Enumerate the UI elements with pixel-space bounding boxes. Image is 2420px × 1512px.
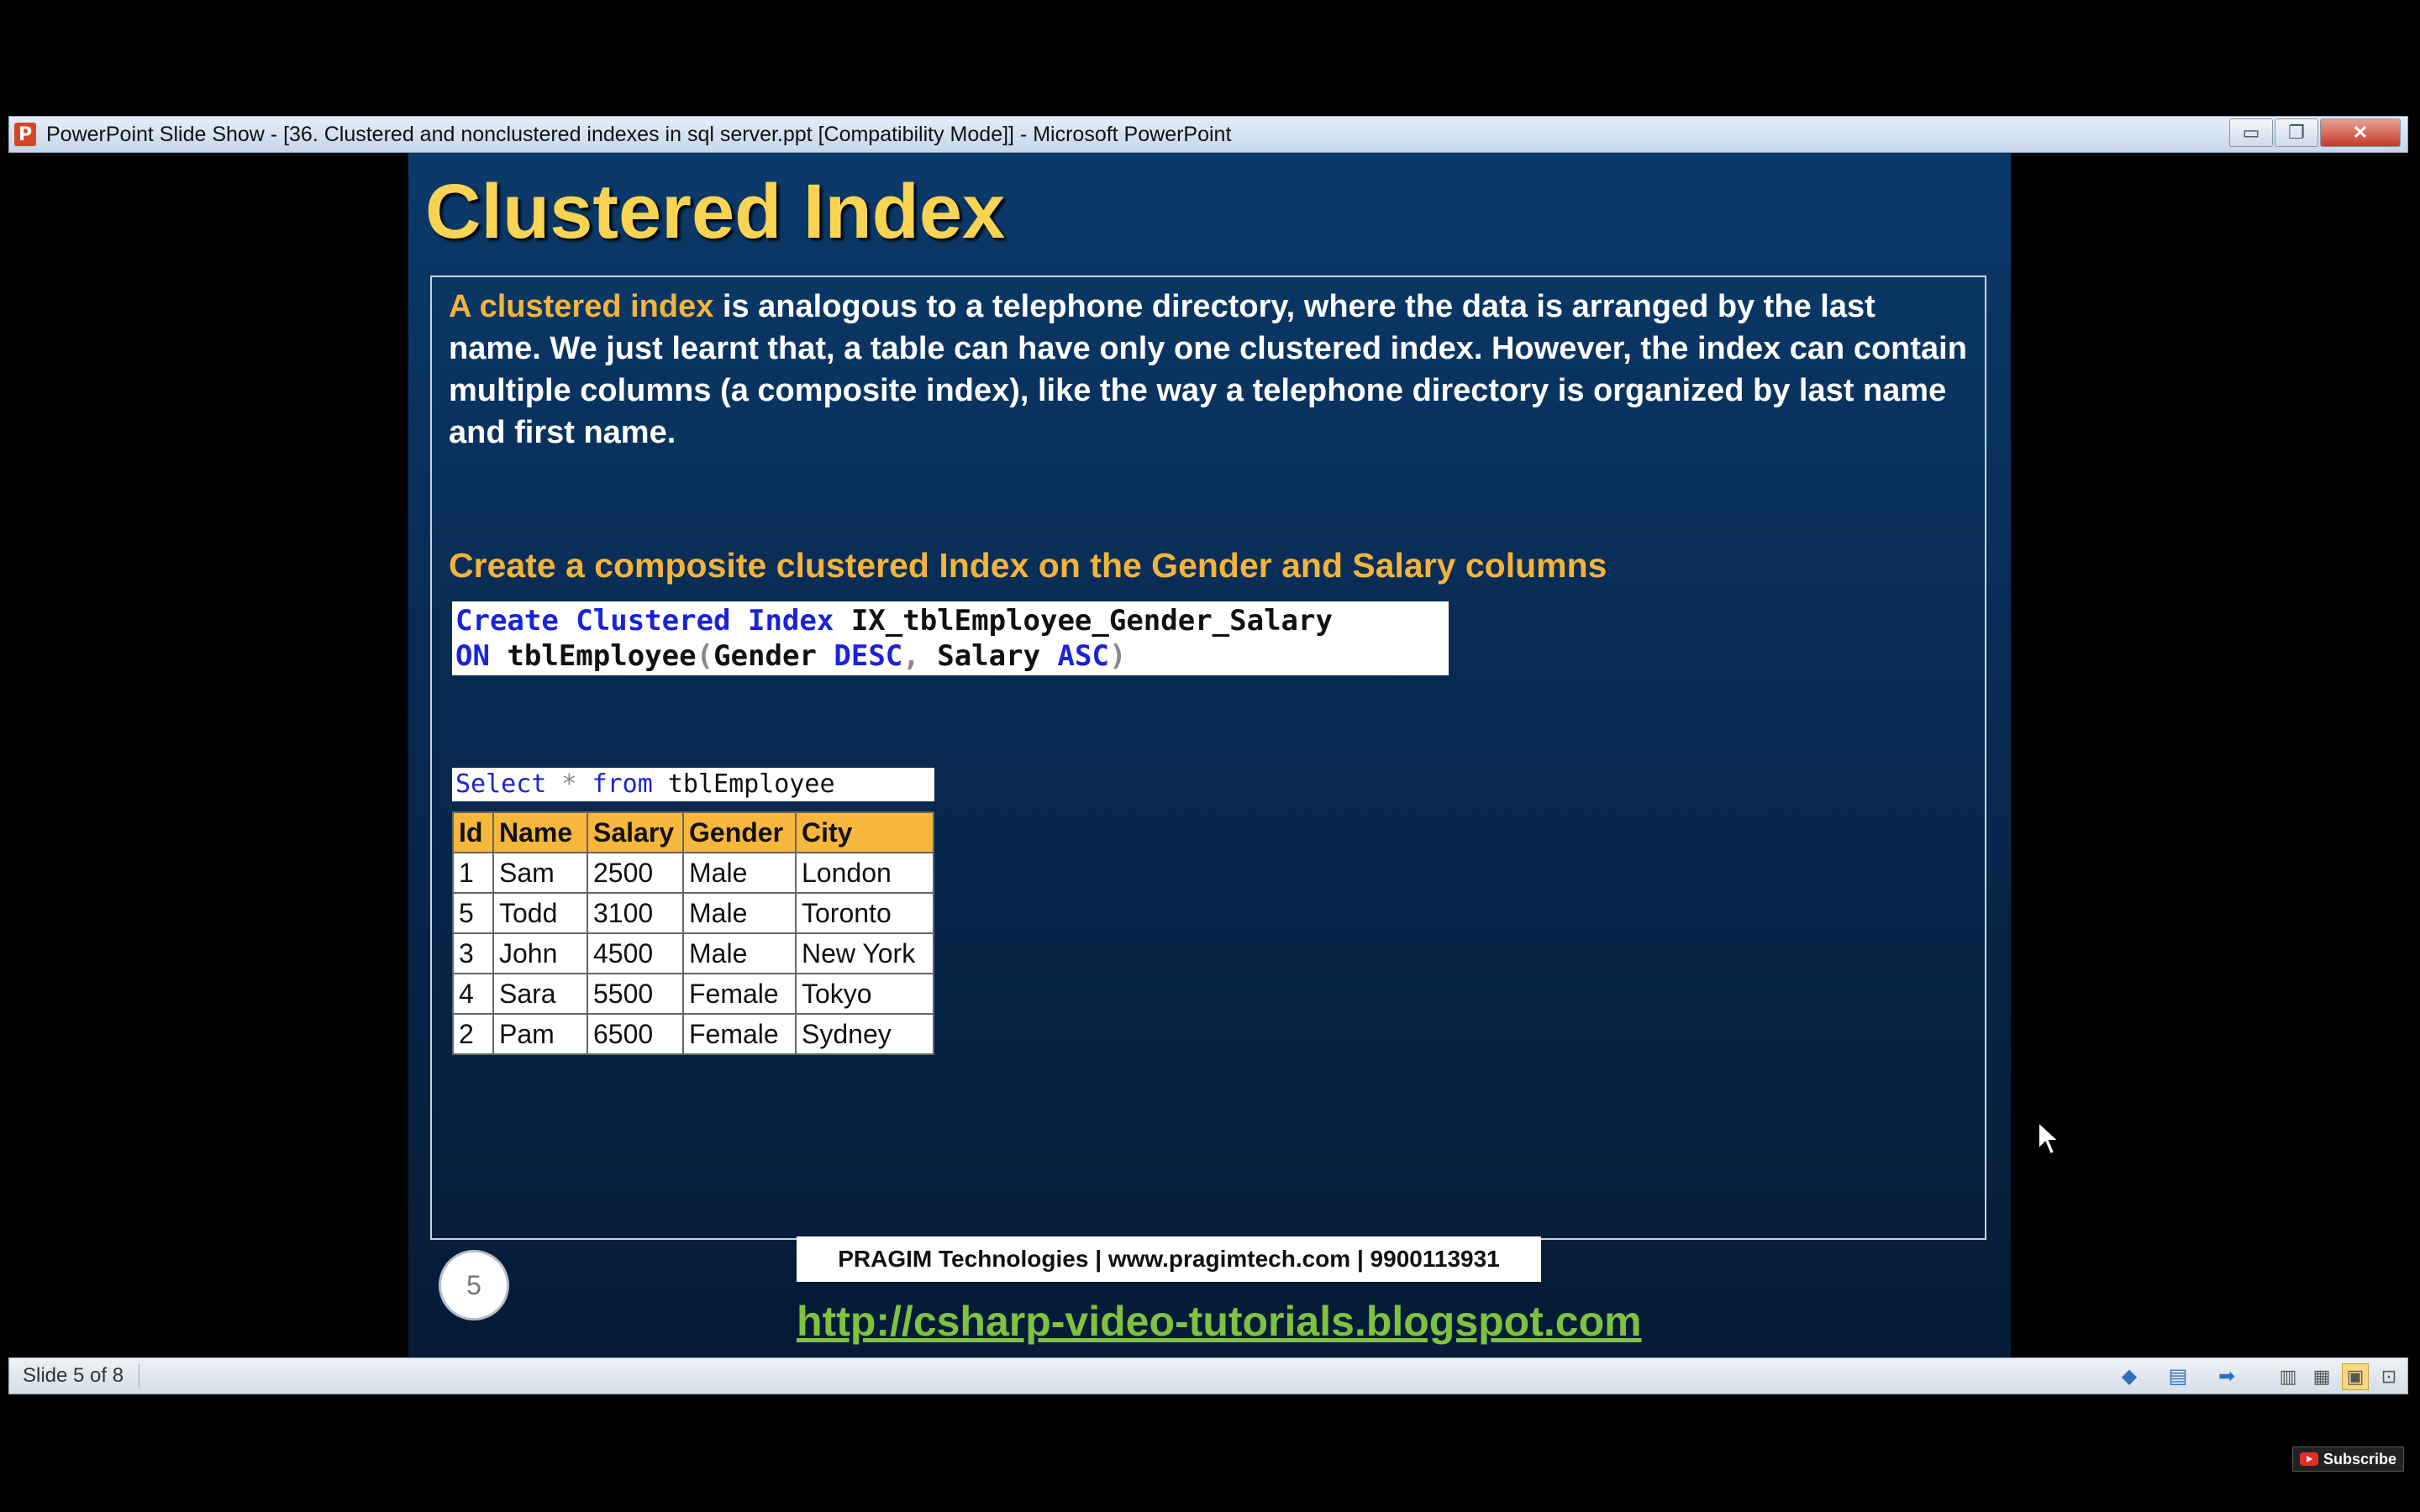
column-header: Gender xyxy=(682,811,797,853)
sql-keyword: from xyxy=(592,769,653,799)
table-cell: Female xyxy=(682,973,797,1015)
table-cell: Male xyxy=(682,852,797,894)
slide-canvas[interactable]: Clustered Index A clustered index is ana… xyxy=(408,153,2011,1357)
intro-paragraph: A clustered index is analogous to a tele… xyxy=(449,286,1971,454)
slide-show-view-icon[interactable]: ⊡ xyxy=(2381,1366,2397,1387)
blog-link[interactable]: http://csharp-video-tutorials.blogspot.c… xyxy=(797,1298,1642,1345)
table-cell: Toronto xyxy=(795,892,934,934)
table-header-row: Id Name Salary Gender City xyxy=(452,811,934,853)
status-bar: Slide 5 of 8 ◆ ▤ ➡ ▥ ▦ ▣ ⊡ xyxy=(8,1357,2408,1394)
sql-column: Salary xyxy=(919,639,1058,673)
table-cell: Sydney xyxy=(795,1013,934,1055)
slide-title: Clustered Index xyxy=(425,169,1006,255)
column-header: Salary xyxy=(587,811,684,853)
next-slide-icon[interactable]: ➡ xyxy=(2217,1364,2236,1388)
table-cell: 4 xyxy=(452,973,494,1015)
restore-button[interactable]: ❐ xyxy=(2275,118,2318,147)
table-cell: 5500 xyxy=(587,973,684,1015)
table-cell: New York xyxy=(795,932,934,974)
previous-slide-icon[interactable]: ◆ xyxy=(2121,1364,2138,1388)
sql-index-name: IX_tblEmployee_Gender_Salary xyxy=(834,604,1333,638)
view-buttons: ▥ ▦ ▣ ⊡ xyxy=(2275,1363,2402,1390)
table-row: 2 Pam 6500 Female Sydney xyxy=(452,1013,934,1055)
reading-view-icon[interactable]: ▣ xyxy=(2342,1363,2369,1390)
table-row: 5 Todd 3100 Male Toronto xyxy=(452,892,934,934)
window-titlebar[interactable]: P PowerPoint Slide Show - [36. Clustered… xyxy=(8,116,2408,153)
normal-view-icon[interactable]: ▥ xyxy=(2279,1366,2297,1387)
subscribe-button[interactable]: Subscribe xyxy=(2292,1446,2405,1472)
table-row: 1 Sam 2500 Male London xyxy=(452,852,934,894)
table-cell: 3 xyxy=(452,932,494,974)
subheading: Create a composite clustered Index on th… xyxy=(449,546,1607,585)
table-cell: Male xyxy=(682,932,797,974)
slide-number-badge: 5 xyxy=(439,1250,509,1320)
sql-keyword: Create Clustered Index xyxy=(455,604,834,638)
sql-punct: ) xyxy=(1108,639,1127,673)
table-cell: 2500 xyxy=(587,852,684,894)
table-cell: 3100 xyxy=(587,892,684,934)
sql-keyword: DESC xyxy=(834,639,903,673)
sql-column: Gender xyxy=(713,639,834,673)
column-header: City xyxy=(795,811,934,853)
sql-punct: , xyxy=(902,639,920,673)
slide-sorter-view-icon[interactable]: ▦ xyxy=(2312,1366,2331,1387)
table-cell: Sara xyxy=(492,973,588,1015)
minimize-button[interactable]: ▭ xyxy=(2229,118,2273,147)
subscribe-label: Subscribe xyxy=(2323,1450,2397,1467)
window-controls: ▭ ❐ ✕ xyxy=(2229,118,2401,147)
company-footer: PRAGIM Technologies | www.pragimtech.com… xyxy=(797,1236,1541,1282)
content-box: A clustered index is analogous to a tele… xyxy=(430,276,1986,1240)
table-cell: London xyxy=(795,852,934,894)
table-cell: John xyxy=(492,932,588,974)
youtube-icon xyxy=(2300,1452,2318,1466)
table-row: 3 John 4500 Male New York xyxy=(452,932,934,974)
sql-keyword: Select xyxy=(455,769,547,799)
table-cell: Sam xyxy=(492,852,588,894)
sql-code-box: Create Clustered Index IX_tblEmployee_Ge… xyxy=(452,601,1449,675)
close-button[interactable]: ✕ xyxy=(2320,118,2401,147)
sql-punct: ( xyxy=(696,639,714,673)
window-title: PowerPoint Slide Show - [36. Clustered a… xyxy=(46,122,1232,146)
sql-table-name: tblEmployee xyxy=(652,769,835,799)
slide-menu-icon[interactable]: ▤ xyxy=(2168,1364,2188,1388)
table-cell: Tokyo xyxy=(795,973,934,1015)
table-cell: 5 xyxy=(452,892,494,934)
table-row: 4 Sara 5500 Female Tokyo xyxy=(452,973,934,1015)
column-header: Name xyxy=(492,811,588,853)
table-cell: 6500 xyxy=(587,1013,684,1055)
select-query-box: Select * from tblEmployee xyxy=(452,768,934,801)
table-cell: Male xyxy=(682,892,797,934)
intro-text: is analogous to a telephone directory, w… xyxy=(449,289,1967,450)
sql-keyword: ON xyxy=(455,639,490,673)
slide-status: Slide 5 of 8 xyxy=(23,1364,140,1388)
slide-navigation: ◆ ▤ ➡ xyxy=(2117,1363,2239,1389)
table-cell: 1 xyxy=(452,852,494,894)
employee-table: Id Name Salary Gender City 1 Sam 2500 Ma… xyxy=(452,811,934,1055)
column-header: Id xyxy=(452,811,494,853)
mouse-pointer-icon xyxy=(2038,1121,2061,1156)
table-cell: Pam xyxy=(492,1013,588,1055)
intro-highlight: A clustered index xyxy=(449,289,714,324)
table-cell: Todd xyxy=(492,892,588,934)
table-cell: Female xyxy=(682,1013,797,1055)
sql-table-name: tblEmployee xyxy=(489,639,697,673)
sql-keyword: ASC xyxy=(1057,639,1109,673)
sql-star: * xyxy=(546,769,592,799)
powerpoint-app-icon[interactable]: P xyxy=(14,123,36,146)
table-cell: 2 xyxy=(452,1013,494,1055)
table-cell: 4500 xyxy=(587,932,684,974)
